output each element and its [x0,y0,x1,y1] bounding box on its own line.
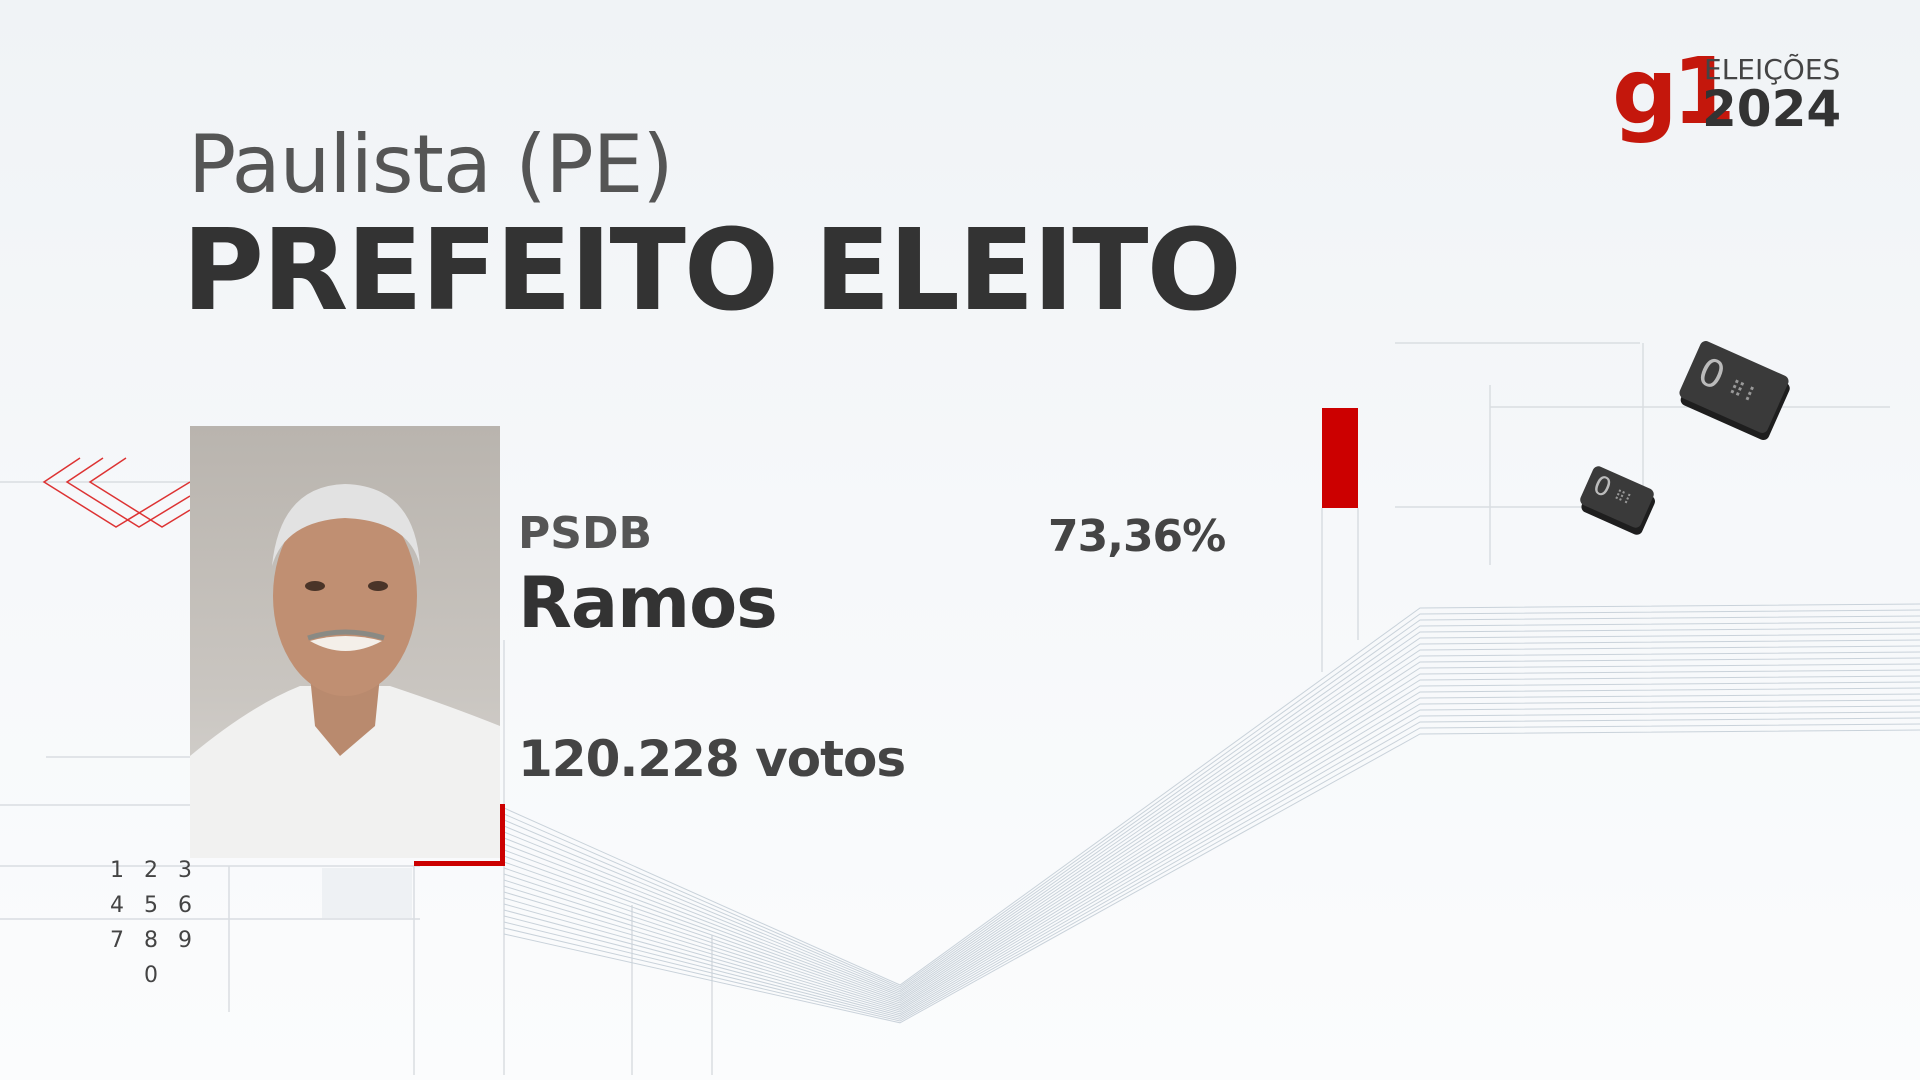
photo-corner-accent [500,804,505,866]
logo-year: 2024 [1702,80,1842,138]
wave-line [503,687,1920,1011]
wave-line [503,663,1920,1004]
wave-line [503,657,1920,1002]
keypad-digit: 2 [144,858,158,883]
keypad-digit: 5 [144,893,158,918]
wave-line [503,669,1920,1006]
candidate-name: Ramos [518,562,778,644]
wave-line [503,699,1920,1015]
photo-corner-accent-bottom [414,861,505,866]
wave-line [503,621,1920,991]
wave-line [503,615,1920,990]
wave-line [503,645,1920,999]
wave-line [503,711,1920,1018]
keypad-digit: 1 [110,858,124,883]
grid-block [322,868,412,918]
wave-line [503,717,1920,1020]
candidate-photo [190,426,500,858]
wave-line [503,627,1920,993]
wave-lines [503,603,1920,1024]
g1-logo: g1 [1612,38,1736,145]
wave-line [503,639,1920,997]
keypad-digit: 8 [144,928,158,953]
page-title: PREFEITO ELEITO [182,206,1242,336]
keypad-digit: 9 [178,928,192,953]
person-silhouette-icon [190,484,500,858]
wave-line [503,723,1920,1022]
wave-line [503,651,1920,1000]
wave-line [503,633,1920,995]
candidate-party: PSDB [518,508,652,559]
keypad-digit: 7 [110,928,124,953]
wave-line [503,705,1920,1017]
wave-line [503,693,1920,1013]
keypad-digit: 3 [178,858,192,883]
wave-line [503,729,1920,1024]
keypad-digit: 4 [110,893,124,918]
number-keypad: 1 2 3 4 5 6 7 8 9 0 [100,858,202,988]
logo-label: ELEIÇÕES [1704,53,1841,86]
wave-line [503,675,1920,1008]
keypad-digit: 6 [178,893,192,918]
city-title: Paulista (PE) [188,118,674,211]
red-accent-bar [1322,408,1358,508]
vote-count: 120.228 votos [518,730,906,788]
wave-line [503,609,1920,988]
wave-line [503,603,1920,986]
keypad-digit: 0 [144,963,158,988]
wave-line [503,681,1920,1009]
vote-percentage: 73,36% [1048,511,1226,562]
chevron-decoration [42,457,191,528]
